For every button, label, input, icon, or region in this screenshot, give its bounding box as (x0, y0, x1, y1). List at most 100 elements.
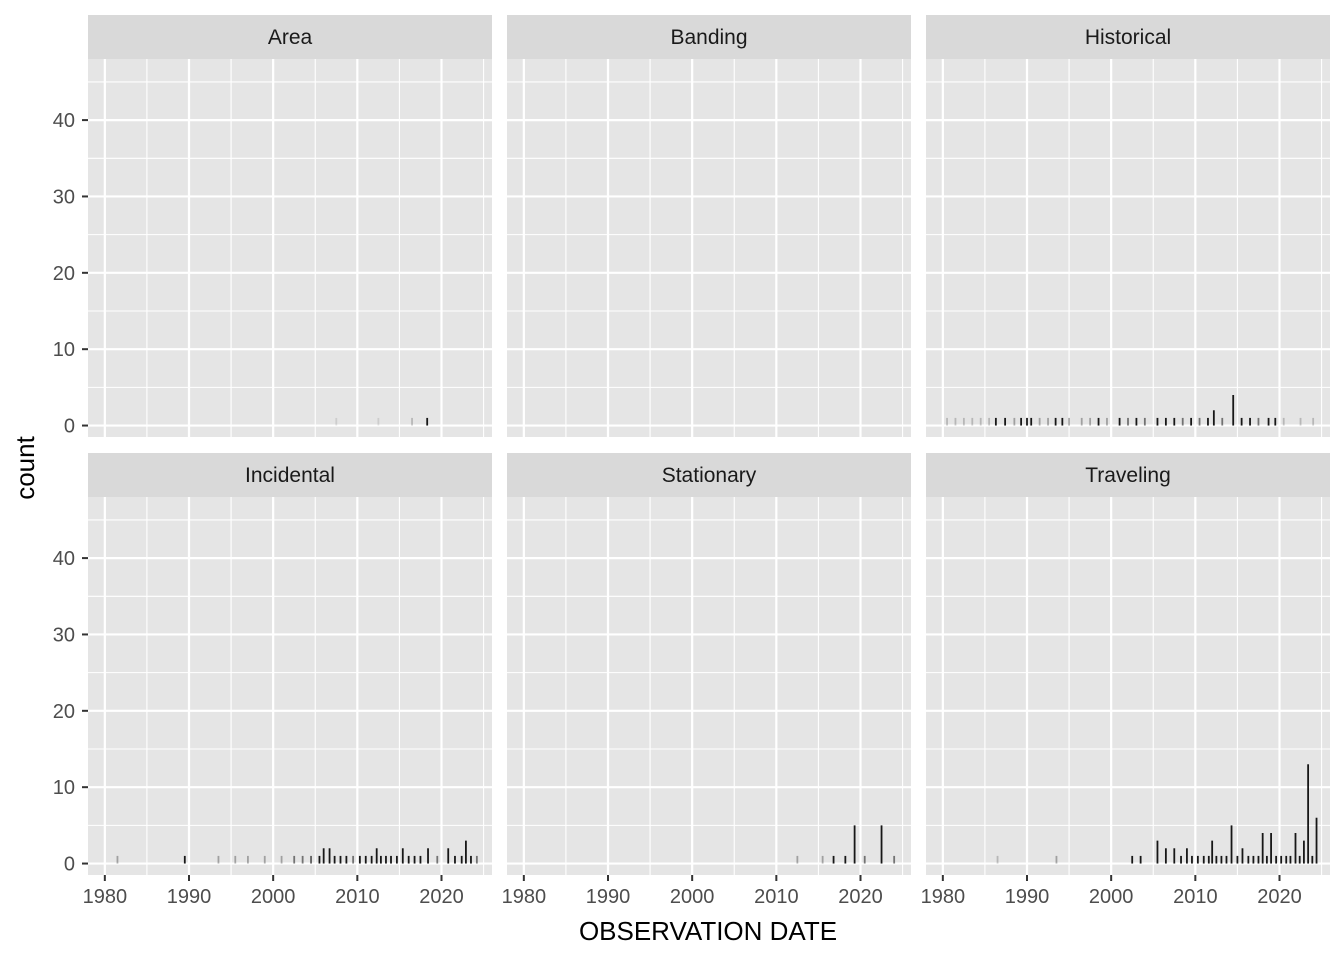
histogram-bar (1303, 840, 1305, 864)
histogram-bar (1275, 855, 1278, 864)
panel-background (926, 497, 1330, 875)
histogram-bar (1261, 833, 1264, 864)
histogram-bar (407, 855, 410, 864)
histogram-bar (1211, 840, 1214, 864)
histogram-bar (821, 855, 824, 864)
facet-panels: Area 0 10 20 30 40 Banding Historical Incidental… (53, 15, 1330, 908)
histogram-bar (475, 855, 478, 864)
histogram-bar (465, 840, 467, 864)
histogram-bar (844, 855, 847, 864)
histogram-bar (1061, 417, 1064, 426)
histogram-bar (454, 855, 456, 864)
x-tick-label: 1990 (167, 886, 212, 908)
histogram-bar (401, 848, 404, 864)
panel-background (507, 497, 911, 875)
histogram-bar (1240, 417, 1243, 426)
facet-strip (926, 15, 1330, 59)
y-tick-label: 10 (53, 777, 75, 799)
histogram-bar (994, 417, 997, 426)
histogram-bar (1232, 395, 1235, 426)
histogram-bar (1143, 417, 1146, 426)
histogram-bar (1247, 855, 1250, 864)
histogram-bar (893, 855, 896, 864)
histogram-bar (426, 417, 429, 426)
histogram-bar (1164, 848, 1167, 864)
histogram-bar (1156, 840, 1159, 864)
histogram-bar (1080, 417, 1083, 426)
histogram-bar (1274, 417, 1277, 426)
histogram-bar (1191, 855, 1193, 864)
histogram-bar (1156, 417, 1159, 426)
histogram-bar (1164, 417, 1167, 426)
facet-strip (507, 15, 911, 59)
histogram-bar (318, 855, 321, 864)
facet-historical: Historical (926, 15, 1330, 437)
histogram-bar (1004, 417, 1007, 426)
histogram-bar (328, 848, 331, 864)
histogram-bar (863, 855, 866, 864)
x-tick-label: 2010 (754, 886, 799, 908)
facet-strip-label: Stationary (662, 464, 757, 487)
histogram-bar (1186, 848, 1188, 864)
histogram-bar (1265, 855, 1268, 864)
histogram-bar (380, 855, 382, 864)
histogram-bar (946, 417, 948, 426)
histogram-bar (1055, 855, 1058, 864)
histogram-bar (1106, 417, 1108, 426)
histogram-bar (1212, 410, 1215, 426)
histogram-bar (1270, 833, 1272, 864)
histogram-bar (1215, 855, 1218, 864)
x-tick-label: 1980 (921, 886, 966, 908)
histogram-bar (1294, 833, 1297, 864)
histogram-bar (1135, 417, 1138, 426)
histogram-bar (301, 855, 304, 864)
x-tick-label: 2010 (335, 886, 380, 908)
histogram-bar (1196, 855, 1199, 864)
histogram-bar (460, 855, 463, 864)
facet-strip-label: Banding (670, 26, 747, 49)
x-tick-label: 1980 (83, 886, 128, 908)
panel-background (88, 497, 492, 875)
y-tick-label: 40 (53, 110, 75, 132)
histogram-bar (1312, 417, 1315, 426)
histogram-bar (352, 855, 355, 864)
facet-strip (507, 453, 911, 497)
histogram-bar (996, 855, 999, 864)
histogram-bar (1311, 855, 1314, 864)
facet-strip-label: Area (268, 26, 313, 49)
histogram-bar (310, 855, 312, 864)
histogram-bar (1249, 417, 1251, 426)
y-tick-label: 20 (53, 263, 75, 285)
histogram-bar (413, 855, 416, 864)
histogram-bar (116, 855, 119, 864)
histogram-bar (183, 855, 186, 864)
histogram-bar (395, 855, 398, 864)
histogram-bar (832, 855, 835, 864)
x-tick-label: 2010 (1173, 886, 1218, 908)
histogram-bar (853, 825, 856, 864)
facet-stationary: Stationary 1980 1990 2000 2010 2020 (502, 453, 911, 908)
y-tick-label: 30 (53, 186, 75, 208)
histogram-bar (217, 855, 220, 864)
x-tick-label: 2000 (251, 886, 296, 908)
histogram-bar (447, 848, 450, 864)
histogram-bar (1190, 417, 1193, 426)
histogram-bar (1013, 417, 1016, 426)
histogram-bar (377, 417, 380, 426)
histogram-bar (385, 855, 387, 864)
histogram-bar (1047, 417, 1049, 426)
histogram-bar (1252, 855, 1255, 864)
facet-strip (926, 453, 1330, 497)
histogram-bar (1221, 417, 1224, 426)
histogram-bar (1207, 417, 1209, 426)
histogram-bar (1054, 417, 1057, 426)
histogram-bar (1089, 417, 1092, 426)
histogram-bar (358, 855, 361, 864)
histogram-bar (1030, 417, 1033, 426)
histogram-bar (345, 855, 348, 864)
facet-banding: Banding (507, 15, 911, 437)
histogram-bar (1282, 417, 1285, 426)
x-tick-label: 2020 (838, 886, 883, 908)
histogram-bar (247, 855, 249, 864)
